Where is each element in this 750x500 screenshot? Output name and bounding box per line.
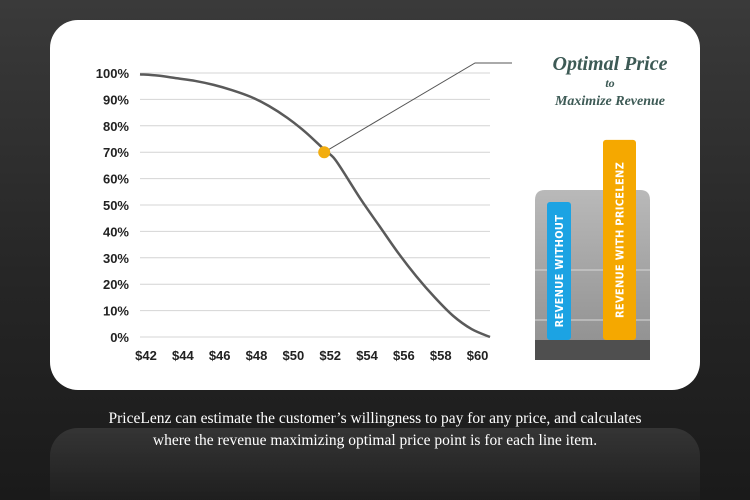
annotation-connector: [323, 62, 512, 153]
x-tick-label: $44: [172, 348, 194, 363]
x-tick-label: $50: [283, 348, 305, 363]
y-tick-label: 60%: [103, 172, 129, 187]
y-tick-label: 90%: [103, 92, 129, 107]
chart-card: 0% 10% 20% 30% 40% 50% 60% 70% 80% 90% 100% $42 $44 $…: [50, 20, 700, 390]
x-tick-label: $52: [319, 348, 341, 363]
annotation-title: Optimal Price: [553, 53, 668, 75]
revenue-without-bar: [547, 202, 571, 340]
y-tick-label: 100%: [96, 66, 130, 81]
x-tick-label: $42: [135, 348, 157, 363]
y-tick-label: 80%: [103, 119, 129, 134]
x-tick-label: $58: [430, 348, 452, 363]
x-tick-label: $56: [393, 348, 415, 363]
revenue-without-bar-label: REVENUE WITHOUT: [553, 215, 566, 328]
bars-panel-base: [535, 340, 650, 360]
revenue-with-pricelenz-bar-label: REVENUE WITH PRICELENZ: [614, 162, 627, 318]
annotation-subtitle: Maximize Revenue: [554, 94, 665, 109]
price-curve-chart: 0% 10% 20% 30% 40% 50% 60% 70% 80% 90% 100% $42 $44 $…: [96, 53, 668, 363]
x-tick-label: $54: [356, 348, 378, 363]
caption: PriceLenz can estimate the customer’s wi…: [0, 408, 750, 452]
x-tick-label: $60: [467, 348, 489, 363]
annotation-connector-word: to: [605, 76, 614, 90]
optimal-price-point: [318, 146, 331, 159]
y-tick-label: 30%: [103, 251, 129, 266]
demand-curve: [139, 73, 491, 339]
caption-line-1: PriceLenz can estimate the customer’s wi…: [108, 410, 642, 427]
y-tick-label: 0%: [110, 330, 129, 345]
y-tick-label: 40%: [103, 224, 129, 239]
x-tick-label: $46: [209, 348, 231, 363]
y-tick-label: 10%: [103, 304, 129, 319]
y-tick-label: 50%: [103, 198, 129, 213]
revenue-with-pricelenz-bar: [603, 139, 636, 340]
x-tick-label: $48: [246, 348, 268, 363]
y-tick-label: 20%: [103, 277, 129, 292]
caption-line-2: where the revenue maximizing optimal pri…: [152, 432, 598, 449]
y-tick-label: 70%: [103, 145, 129, 160]
